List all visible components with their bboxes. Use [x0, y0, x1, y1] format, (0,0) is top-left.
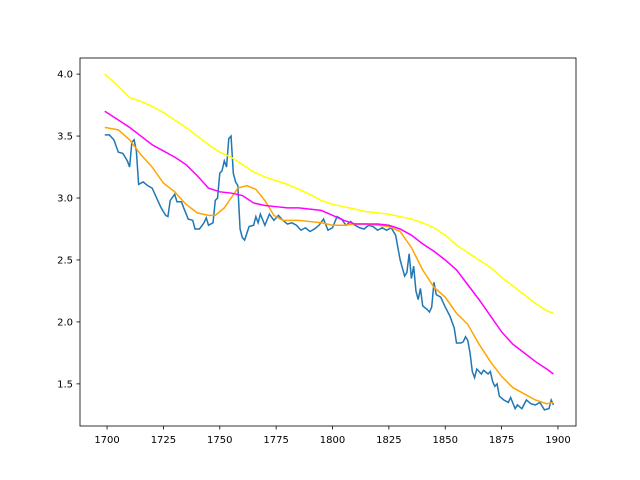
- y-tick-label: 2.5: [57, 255, 73, 266]
- y-tick-label: 3.0: [57, 194, 73, 205]
- x-tick-label: 1725: [151, 435, 176, 446]
- data-line: [104, 126, 554, 405]
- y-tick-label: 2.0: [57, 317, 73, 328]
- x-tick-label: 1850: [433, 435, 458, 446]
- x-tick-label: 1825: [376, 435, 401, 446]
- y-tick-label: 3.5: [57, 132, 73, 143]
- data-line: [104, 134, 555, 411]
- axes-frame: [79, 57, 577, 427]
- x-tick-label: 1775: [263, 435, 288, 446]
- x-tick-label: 1750: [207, 435, 232, 446]
- x-tick-label: 1875: [489, 435, 514, 446]
- x-tick-label: 1900: [545, 435, 570, 446]
- y-tick-label: 1.5: [57, 379, 73, 390]
- x-tick-label: 1800: [320, 435, 345, 446]
- y-tick-label: 4.0: [57, 70, 73, 81]
- data-line: [104, 73, 554, 314]
- data-line: [104, 110, 554, 375]
- x-tick-label: 1700: [94, 435, 119, 446]
